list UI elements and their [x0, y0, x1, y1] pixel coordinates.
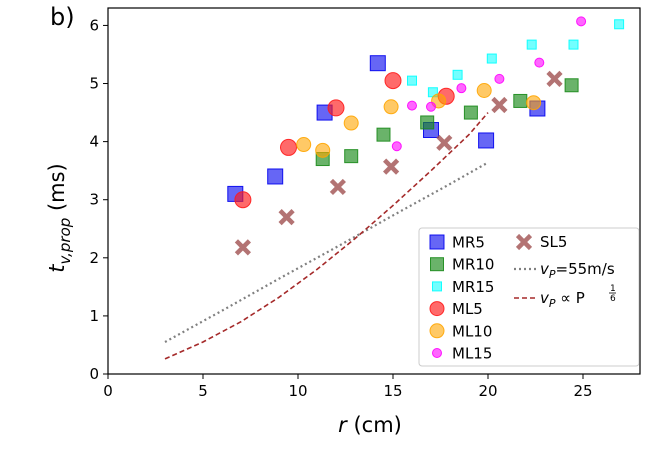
legend-marker-mr5 [429, 234, 445, 250]
x-tick-label: 15 [383, 382, 402, 400]
line-v-p-p-1-6 [164, 112, 489, 360]
x-tick-label: 0 [103, 382, 113, 400]
point-mr15 [452, 69, 463, 80]
point-mr15 [407, 75, 417, 86]
legend-item-mr10: MR10 [430, 256, 494, 274]
panel-label: b) [50, 3, 75, 31]
series-mr15 [407, 19, 625, 98]
x-axis: 0 5 10 15 20 25 [103, 374, 593, 400]
x-tick-label: 25 [573, 382, 592, 400]
point-ml5 [280, 138, 297, 156]
data-points [227, 16, 625, 256]
point-ml15 [407, 100, 417, 111]
point-ml10 [476, 82, 492, 98]
legend-label-mr10: MR10 [452, 256, 494, 274]
point-mr15 [568, 39, 579, 50]
point-ml15 [494, 73, 505, 84]
point-ml5 [384, 72, 402, 90]
legend-label-ml5: ML5 [452, 300, 483, 318]
legend-label-sl5: SL5 [540, 233, 567, 251]
legend-label-ml10: ML10 [452, 322, 492, 340]
legend-item-vp-55: vP=55m/s [514, 260, 615, 281]
point-mr10 [420, 115, 435, 130]
legend-item-ml5: ML5 [429, 300, 483, 318]
series-ml15 [391, 16, 587, 152]
y-tick-label: 6 [89, 16, 99, 34]
legend-marker-mr15 [432, 281, 442, 292]
point-ml5 [327, 99, 345, 117]
legend-item-ml10: ML10 [429, 322, 492, 340]
point-mr15 [614, 19, 625, 30]
point-mr15 [526, 39, 537, 50]
legend-label-ml15: ML15 [452, 345, 492, 363]
point-sl5 [383, 158, 400, 175]
point-mr15 [486, 53, 497, 64]
legend-marker-ml5 [429, 301, 445, 317]
point-ml15 [426, 101, 436, 112]
point-mr10 [344, 149, 359, 164]
point-ml10 [296, 137, 312, 153]
point-mr10 [376, 127, 391, 142]
point-mr5 [478, 132, 495, 149]
legend-item-vp-power: vP ∝ P 1 6 [514, 284, 616, 310]
legend-label-vp-power: vP ∝ P [540, 289, 585, 310]
legend-marker-ml15 [432, 348, 442, 358]
legend-item-mr15: MR15 [432, 278, 494, 296]
plot-frame [107, 7, 641, 375]
y-tick-label: 3 [89, 191, 99, 209]
legend-item-mr5: MR5 [429, 234, 485, 252]
legend-exponent-numerator: 1 [610, 284, 616, 294]
y-tick-label: 4 [89, 133, 99, 151]
series-mr10 [315, 78, 579, 167]
legend-frame [418, 227, 640, 367]
x-tick-label: 5 [198, 382, 208, 400]
series-ml10 [296, 82, 542, 158]
point-ml15 [391, 141, 402, 152]
point-mr10 [513, 93, 528, 108]
legend-marker-ml10 [429, 323, 445, 339]
legend-item-ml15: ML15 [432, 345, 492, 363]
y-axis: 0 1 2 3 4 5 6 [89, 16, 108, 383]
point-sl5 [329, 178, 346, 196]
point-ml10 [383, 99, 399, 115]
point-sl5 [436, 134, 453, 151]
y-axis-label: tv,prop (ms) [45, 163, 74, 273]
point-ml10 [343, 115, 359, 131]
legend-item-sl5: SL5 [515, 233, 567, 251]
y-tick-label: 2 [89, 249, 99, 267]
legend-exponent-denominator: 6 [610, 294, 616, 304]
point-sl5 [278, 209, 295, 226]
point-mr10 [564, 78, 579, 93]
x-axis-label: r (cm) [338, 413, 402, 437]
x-tick-label: 10 [288, 382, 307, 400]
series-ml5 [234, 72, 455, 209]
point-sl5 [546, 70, 563, 87]
series-sl5 [234, 70, 563, 256]
point-ml10 [526, 95, 542, 111]
point-ml10 [315, 142, 331, 158]
fit-lines [164, 112, 489, 360]
legend-label-vp-55: vP=55m/s [540, 260, 615, 281]
legend-marker-mr10 [430, 257, 444, 272]
point-ml5 [234, 191, 252, 209]
point-ml15 [534, 57, 545, 68]
legend-marker-sl5 [515, 233, 533, 251]
point-ml15 [576, 16, 587, 27]
point-ml15 [456, 83, 467, 94]
point-mr5 [369, 55, 386, 72]
point-sl5 [491, 96, 508, 114]
point-mr5 [267, 168, 284, 185]
y-tick-label: 1 [89, 307, 99, 325]
legend-label-mr5: MR5 [452, 234, 485, 252]
y-tick-label: 0 [89, 365, 99, 383]
point-sl5 [234, 239, 251, 256]
line-v-p-55m-s [164, 161, 489, 343]
point-mr10 [463, 105, 478, 120]
legend: MR5 MR10 MR15 ML5 ML10 ML15 SL5 vP=55m/s vP ∝… [418, 227, 640, 367]
legend-label-mr15: MR15 [452, 278, 494, 296]
x-tick-label: 20 [478, 382, 497, 400]
y-tick-label: 5 [89, 75, 99, 93]
